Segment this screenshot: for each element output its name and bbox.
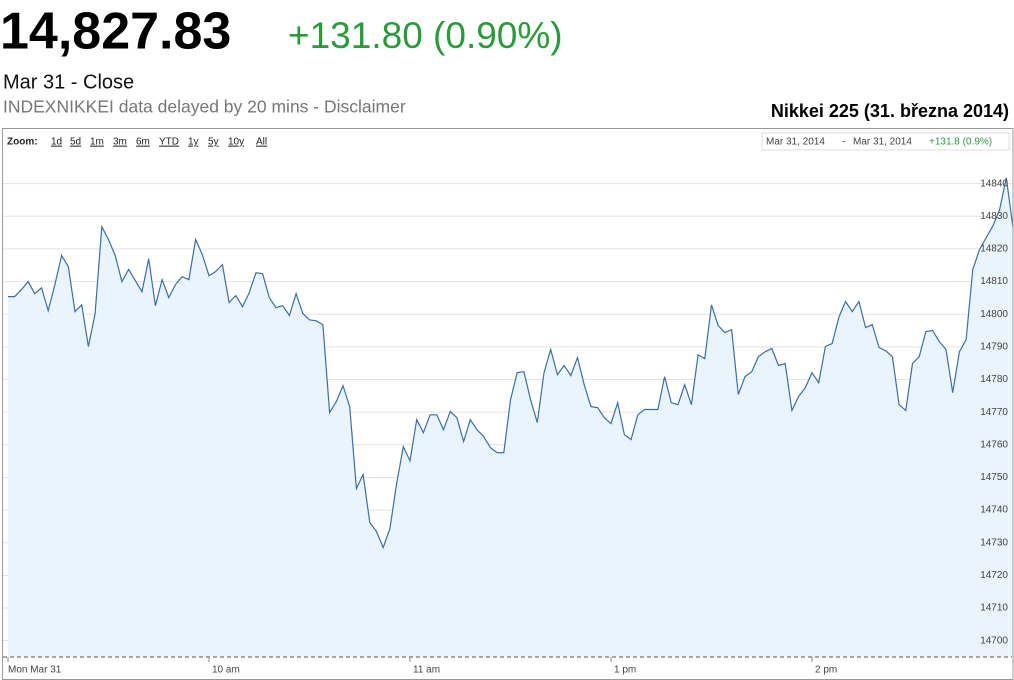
y-tick-label: 14740 — [980, 505, 1008, 516]
x-tick-label: 1 pm — [614, 665, 636, 676]
close-date: Mar 31 - Close — [3, 71, 134, 93]
x-tick-label: 2 pm — [815, 665, 837, 676]
y-tick-label: 14830 — [980, 211, 1008, 222]
plot: 14700 14710 14720 14730 14740 14750 14760 14770… — [3, 146, 1014, 680]
zoom-option[interactable]: 10y — [228, 137, 244, 148]
y-tick-label: 14840 — [980, 178, 1008, 189]
price-line — [8, 177, 1014, 550]
y-tick-label: 14760 — [980, 439, 1008, 450]
zoom-option[interactable]: YTD — [159, 137, 179, 148]
source-note: INDEXNIKKEI data delayed by 20 mins - Di… — [3, 97, 406, 117]
zoom-option[interactable]: 1m — [90, 137, 104, 148]
y-tick-label: 14750 — [980, 472, 1008, 483]
range-end: Mar 31, 2014 — [853, 137, 912, 148]
area-fill — [8, 177, 1013, 658]
zoom-option[interactable]: 6m — [136, 137, 150, 148]
zoom-label: Zoom: — [7, 137, 38, 148]
x-tick-label: 11 am — [413, 665, 440, 676]
zoom-option[interactable]: 1y — [188, 137, 199, 148]
y-tick-label: 14730 — [980, 537, 1008, 548]
y-tick-label: 14770 — [980, 407, 1008, 418]
y-tick-label: 14810 — [980, 276, 1008, 287]
y-tick-label: 14820 — [980, 244, 1008, 255]
zoom-option[interactable]: 5y — [208, 137, 219, 148]
x-axis-band — [3, 658, 1013, 680]
range-change: +131.8 (0.9%) — [929, 137, 992, 148]
zoom-options: 1d 5d 1m 3m 6m YTD 1y 5y 10y All — [51, 137, 267, 148]
x-tick-label: Mon Mar 31 — [8, 665, 62, 676]
range-separator: - — [842, 137, 845, 148]
y-tick-label: 14720 — [980, 570, 1008, 581]
zoom-option[interactable]: All — [256, 137, 267, 148]
y-tick-label: 14710 — [980, 603, 1008, 614]
zoom-option[interactable]: 3m — [113, 137, 127, 148]
zoom-option[interactable]: 5d — [70, 137, 81, 148]
zoom-option[interactable]: 1d — [51, 137, 62, 148]
price: 14,827.83 — [0, 3, 231, 61]
y-tick-label: 14700 — [980, 635, 1008, 646]
range-box — [761, 132, 1010, 151]
caption: Nikkei 225 (31. března 2014) — [771, 101, 1009, 121]
y-tick-label: 14790 — [980, 342, 1008, 353]
change: +131.80 (0.90%) — [288, 15, 563, 56]
x-tick-label: 10 am — [212, 665, 240, 676]
y-tick-label: 14800 — [980, 309, 1008, 320]
y-tick-label: 14780 — [980, 374, 1008, 385]
range-start: Mar 31, 2014 — [766, 137, 825, 148]
